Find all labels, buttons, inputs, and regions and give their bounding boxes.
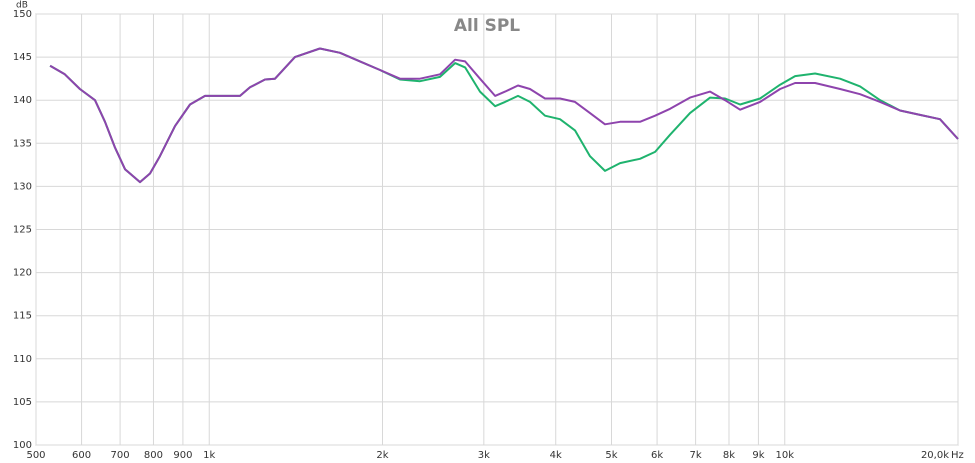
x-tick-label: 3k (478, 450, 490, 461)
y-tick-label: 105 (13, 397, 32, 408)
y-tick-label: 125 (13, 225, 32, 236)
x-tick-label: 800 (144, 450, 163, 461)
y-tick-label: 140 (13, 95, 32, 106)
y-tick-label: 130 (13, 181, 32, 192)
x-tick-label: 600 (72, 450, 91, 461)
series-line (49, 47, 959, 184)
y-tick-label: 135 (13, 138, 32, 149)
x-tick-label: 900 (173, 450, 192, 461)
x-tick-label: 5k (605, 450, 617, 461)
y-tick-label: 110 (13, 354, 32, 365)
x-tick-label: 20,0k (921, 450, 949, 461)
x-tick-label: 8k (723, 450, 735, 461)
x-tick-label: 9k (752, 450, 764, 461)
y-tick-label: 120 (13, 268, 32, 279)
y-tick-label: 150 (13, 9, 32, 20)
x-tick-label: 2k (376, 450, 388, 461)
grid (35, 13, 959, 446)
x-tick-label: 1k (203, 450, 215, 461)
x-tick-label: 700 (111, 450, 130, 461)
x-tick-label: 10k (775, 450, 794, 461)
x-axis-label: Hz (951, 450, 964, 461)
x-tick-label: 500 (26, 450, 45, 461)
y-tick-label: 100 (13, 440, 32, 451)
chart-title: All SPL (454, 16, 520, 36)
y-axis-label: dB (16, 1, 28, 11)
x-tick-label: 4k (550, 450, 562, 461)
y-tick-label: 145 (13, 52, 32, 63)
x-tick-label: 6k (651, 450, 663, 461)
y-tick-label: 115 (13, 311, 32, 322)
x-tick-label: 7k (690, 450, 702, 461)
